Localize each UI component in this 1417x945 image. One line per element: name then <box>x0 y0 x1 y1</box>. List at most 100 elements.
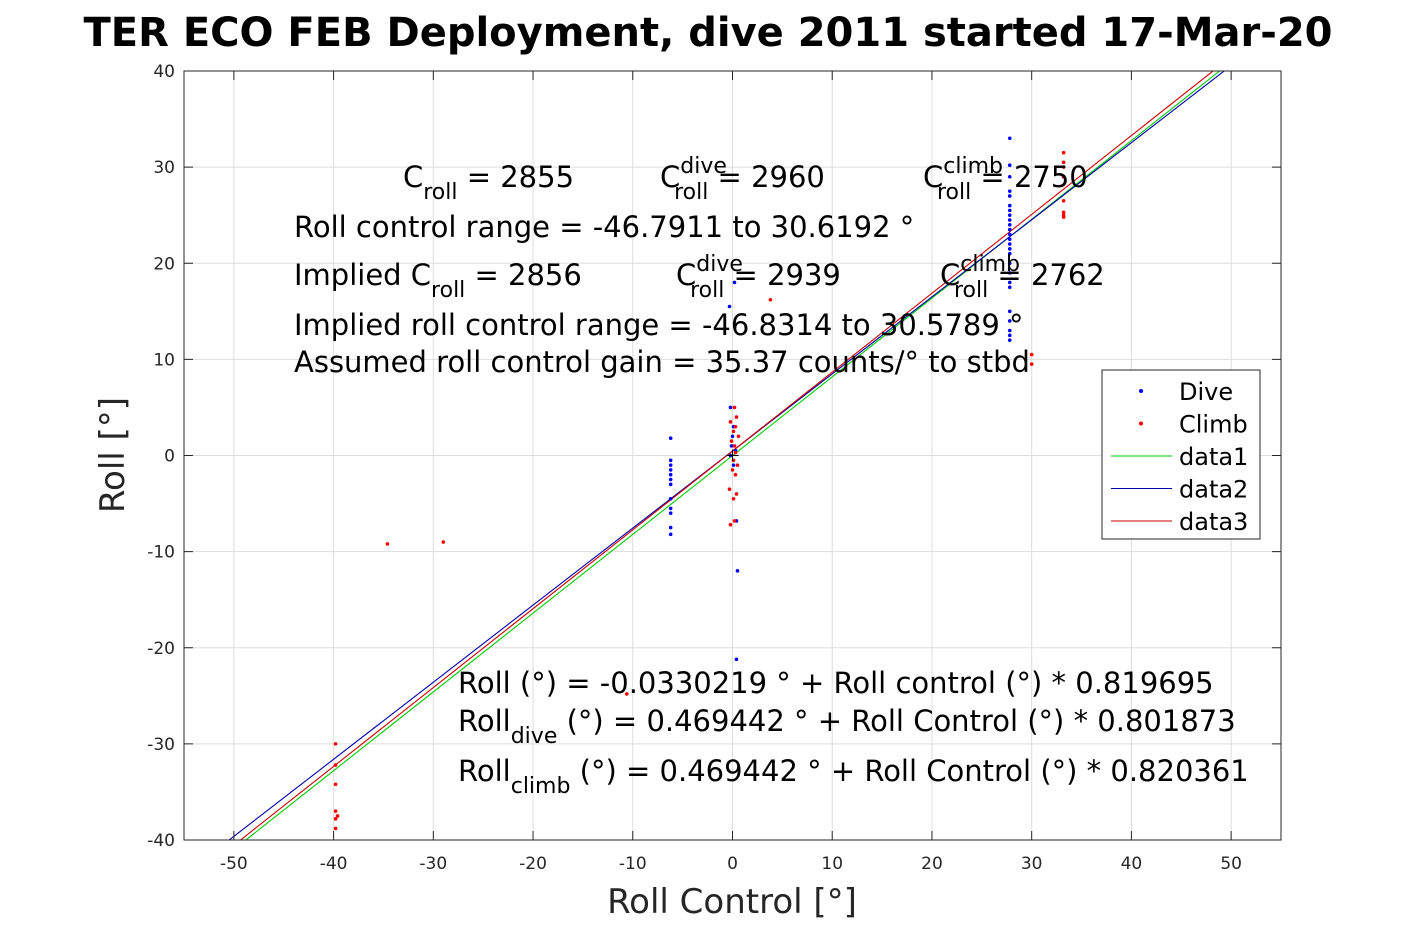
annotation-text: Roll (°) = -0.0330219 ° + Roll control (… <box>458 666 1214 700</box>
x-tick-label: 0 <box>727 854 738 874</box>
legend-label: data3 <box>1179 508 1248 536</box>
point-climb <box>727 487 732 491</box>
point-climb <box>728 522 733 527</box>
point-dive <box>1007 237 1012 242</box>
legend-label: Climb <box>1179 411 1248 439</box>
point-climb <box>333 817 338 821</box>
point-climb <box>1061 215 1066 219</box>
annotation-part: climb <box>511 774 571 799</box>
y-tick-label: 30 <box>153 158 175 178</box>
point-climb <box>730 468 735 472</box>
point-climb <box>333 742 338 746</box>
x-tick-label: 20 <box>921 854 943 874</box>
point-climb <box>728 420 733 424</box>
axis-ticks: -50 -40 -30 -20 -10 0 10 20 30 40 50 -40 -30 -20 -10 0 1… <box>147 62 1281 874</box>
annotation-part: Roll control range = -46.7911 to 30.6192… <box>294 210 914 244</box>
annotation-part: C <box>940 258 960 292</box>
legend-box <box>1101 369 1261 540</box>
point-dive <box>728 405 733 410</box>
annotation-part: roll <box>423 180 457 205</box>
x-tick-label: -50 <box>220 854 248 874</box>
point-dive <box>729 444 734 448</box>
point-climb <box>441 540 446 544</box>
point-dive <box>668 472 673 477</box>
point-climb <box>729 439 734 443</box>
annotation-part: roll <box>674 180 708 205</box>
point-dive <box>668 511 673 515</box>
point-climb <box>333 763 338 767</box>
point-climb <box>732 519 737 523</box>
origin-marker <box>726 449 739 462</box>
annotation-part: dive <box>696 252 743 277</box>
point-dive <box>1007 328 1012 333</box>
annotation-text: Croll = 2855 <box>403 160 574 205</box>
point-climb <box>734 415 739 419</box>
x-tick-label: 30 <box>1021 854 1043 874</box>
annotation-text: Cdive roll = 2939 <box>676 252 841 303</box>
point-dive <box>1007 333 1012 338</box>
annotation-part: = 2856 <box>465 258 582 292</box>
annotation-part: = 2762 <box>988 258 1105 292</box>
point-climb <box>736 434 741 439</box>
annotation-part: roll <box>954 278 988 303</box>
point-dive <box>668 468 673 472</box>
legend-label: Dive <box>1179 378 1233 406</box>
point-climb <box>1029 352 1034 357</box>
point-climb <box>768 297 773 302</box>
point-dive <box>1007 223 1012 227</box>
legend-label: data2 <box>1179 476 1248 504</box>
point-dive <box>1007 218 1012 222</box>
point-dive <box>1007 163 1012 168</box>
x-tick-label: -20 <box>519 854 547 874</box>
annotation-part: C <box>660 160 680 194</box>
y-tick-label: 10 <box>153 350 175 370</box>
annotation-part: C <box>676 258 696 292</box>
annotation-text: Implied Croll = 2856 <box>294 258 582 303</box>
y-tick-label: 40 <box>153 62 175 82</box>
annotation-text: Assumed roll control gain = 35.37 counts… <box>294 345 1030 379</box>
point-dive <box>732 280 737 285</box>
point-climb <box>1061 210 1066 215</box>
point-dive <box>735 569 740 573</box>
point-climb <box>1061 150 1066 155</box>
point-dive <box>1007 213 1012 217</box>
annotations: Croll = 2855 Cdive roll = 2960 Cclimb roll =… <box>294 154 1249 799</box>
legend-marker-climb <box>1139 421 1143 426</box>
annotation-part: C <box>923 160 943 194</box>
annotation-part: (°) = 0.469442 ° + Roll Control (°) * 0.… <box>557 704 1235 738</box>
annotation-part: roll <box>690 278 724 303</box>
point-climb <box>1061 174 1066 179</box>
y-tick-label: 20 <box>153 254 175 274</box>
x-tick-label: -30 <box>419 854 447 874</box>
point-dive <box>668 496 673 501</box>
point-climb <box>333 826 338 831</box>
point-dive <box>1007 189 1012 193</box>
point-dive <box>1007 247 1012 251</box>
point-dive <box>1007 208 1012 213</box>
annotation-text: Rolldive (°) = 0.469442 ° + Roll Control… <box>458 704 1236 749</box>
x-tick-label: 40 <box>1121 854 1143 874</box>
x-tick-label: -10 <box>619 854 647 874</box>
point-dive <box>1007 309 1012 314</box>
annotation-text: Implied roll control range = -46.8314 to… <box>294 308 1024 342</box>
point-climb <box>624 692 629 696</box>
y-tick-label: -10 <box>147 543 175 563</box>
annotation-part: = 2750 <box>971 160 1088 194</box>
annotation-part: Roll <box>458 704 511 738</box>
point-climb <box>1061 198 1066 203</box>
point-climb <box>733 472 738 477</box>
point-dive <box>734 657 739 662</box>
x-tick-label: -40 <box>320 854 348 874</box>
point-dive <box>668 463 673 467</box>
point-climb <box>735 463 740 467</box>
annotation-part: climb <box>943 154 1003 179</box>
point-climb <box>385 542 390 546</box>
point-dive <box>1007 227 1012 232</box>
annotation-text: Cclimb roll = 2750 <box>923 154 1088 205</box>
annotation-part: Assumed roll control gain = 35.37 counts… <box>294 345 1030 379</box>
annotation-text: Roll control range = -46.7911 to 30.6192… <box>294 210 914 244</box>
point-dive <box>1007 136 1012 141</box>
point-dive <box>1007 194 1012 198</box>
x-tick-label: 50 <box>1220 854 1242 874</box>
y-tick-label: -40 <box>147 831 175 851</box>
